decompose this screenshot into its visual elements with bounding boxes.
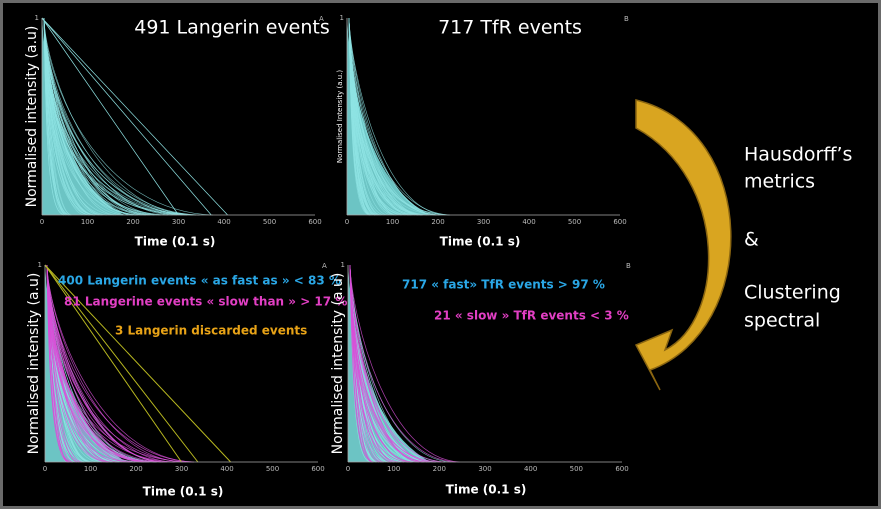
x-tick-label: 300 [175,465,188,473]
x-tick-label: 500 [570,465,583,473]
side-text: Clustering [744,282,841,304]
annotation: 400 Langerin events « as fast as » < 83 … [58,274,341,288]
x-tick-label: 300 [478,465,491,473]
x-tick-label: 200 [431,218,444,226]
x-tick-label: 0 [346,465,350,473]
y-axis-label: Normalised Intensity (a.u.) [336,70,344,163]
x-tick-label: 500 [266,465,279,473]
y-top-label: 1 [340,14,344,22]
x-tick-label: 300 [477,218,490,226]
corner-label: B [626,262,631,270]
x-tick-label: 200 [126,218,139,226]
x-tick-label: 300 [172,218,185,226]
x-tick-label: 400 [217,218,230,226]
x-tick-label: 0 [43,465,47,473]
x-tick-label: 400 [522,218,535,226]
y-top-label: 1 [35,14,39,22]
annotation: 717 « fast» TfR events > 97 % [402,278,605,292]
x-tick-label: 500 [263,218,276,226]
slide: 01002003004005006001ATime (0.1 s)Normali… [0,0,881,509]
side-text: Hausdorff’s [744,144,852,166]
x-axis-label: Time (0.1 s) [143,485,224,499]
panel-title: 491 Langerin events [134,17,330,39]
x-tick-label: 600 [311,465,324,473]
y-axis-label: Normalised intensity (a.u) [330,273,346,455]
x-axis-label: Time (0.1 s) [446,483,527,497]
x-tick-label: 600 [615,465,628,473]
x-axis-label: Time (0.1 s) [135,235,216,249]
x-tick-label: 100 [81,218,94,226]
x-tick-label: 600 [308,218,321,226]
y-axis-label: Normalised intensity (a.u) [24,26,40,208]
annotation: 21 « slow » TfR events < 3 % [434,309,629,323]
x-tick-label: 0 [345,218,349,226]
x-tick-label: 500 [568,218,581,226]
x-tick-label: 0 [40,218,44,226]
panel-title: 717 TfR events [438,17,582,39]
corner-label: B [624,15,629,23]
x-tick-label: 200 [433,465,446,473]
x-tick-label: 100 [386,218,399,226]
annotation: 3 Langerin discarded events [115,324,307,338]
x-tick-label: 400 [220,465,233,473]
x-axis-label: Time (0.1 s) [440,235,521,249]
x-tick-label: 200 [129,465,142,473]
side-text: & [744,229,759,251]
side-text: metrics [744,171,815,193]
corner-label: A [322,262,327,270]
y-axis-label: Normalised intensity (a.u) [26,273,42,455]
y-top-label: 1 [341,261,345,269]
x-tick-label: 100 [387,465,400,473]
annotation: 81 Langerine events « slow than » > 17 % [64,295,347,309]
x-tick-label: 600 [613,218,626,226]
side-text: spectral [744,310,820,332]
y-top-label: 1 [38,261,42,269]
x-tick-label: 400 [524,465,537,473]
x-tick-label: 100 [84,465,97,473]
